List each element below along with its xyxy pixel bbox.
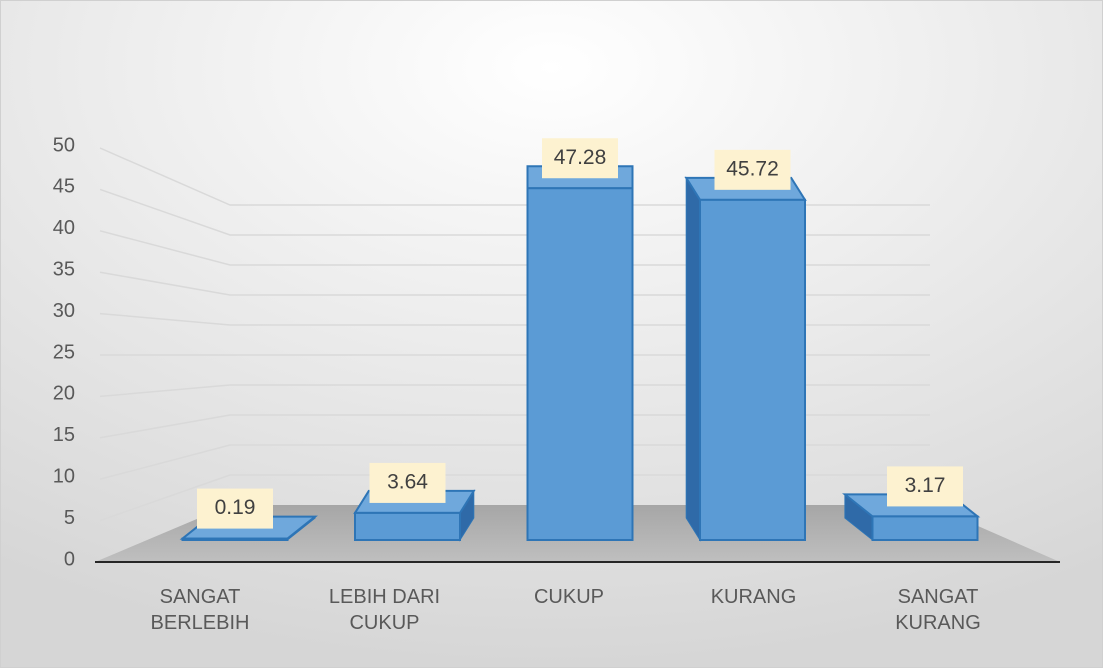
y-tick-label: 5 (64, 507, 75, 529)
value-label: 0.19 (215, 496, 256, 519)
value-label-box (714, 149, 791, 190)
x-tick-label: SANGAT BERLEBIH (150, 586, 250, 634)
bar (181, 537, 289, 542)
y-tick-label: 10 (53, 465, 75, 487)
y-tick-label: 0 (64, 548, 75, 570)
value-label: 3.64 (387, 470, 428, 493)
value-label-box (887, 466, 963, 507)
x-tick-label: KURANG (710, 586, 797, 608)
bar (526, 187, 634, 542)
y-tick-label: 40 (53, 217, 75, 239)
y-tick-label: 15 (53, 424, 75, 446)
bar (871, 515, 979, 542)
value-label: 3.17 (905, 474, 946, 497)
y-tick-label: 30 (53, 300, 75, 322)
x-tick-label: CUKUP (533, 586, 604, 608)
bar-side (685, 176, 701, 542)
y-tick-label: 45 (53, 176, 75, 198)
value-label: 47.28 (554, 146, 607, 169)
value-label-box (369, 462, 446, 503)
value-label-box (197, 488, 273, 529)
y-tick-label: 50 (53, 134, 75, 156)
value-label: 45.72 (726, 157, 779, 180)
value-label-box (542, 138, 618, 179)
x-tick-label: LEBIH DARI CUKUP (328, 586, 441, 634)
bar (699, 198, 806, 541)
bar (354, 511, 461, 541)
y-tick-label: 20 (53, 383, 75, 405)
y-tick-label: 25 (53, 341, 75, 363)
x-tick-label: SANGAT KURANG (895, 586, 981, 634)
y-tick-label: 35 (53, 258, 75, 280)
